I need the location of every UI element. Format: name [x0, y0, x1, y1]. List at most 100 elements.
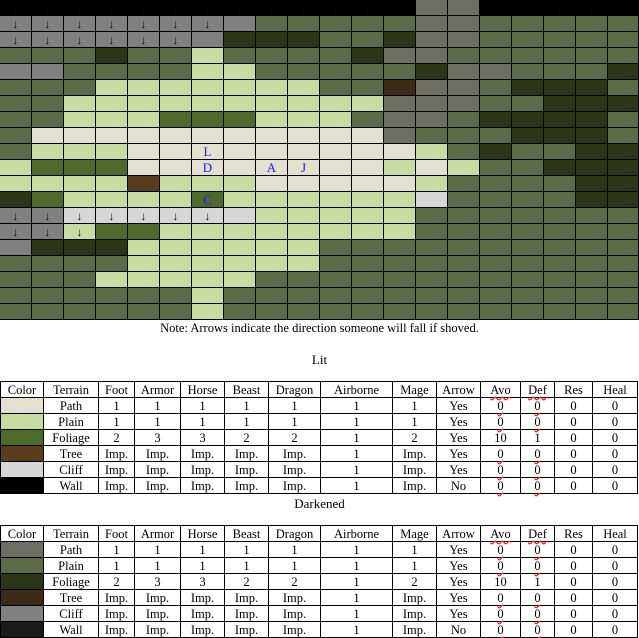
fall-arrow-icon: ↓: [140, 0, 147, 15]
map-tile: [160, 240, 192, 256]
fall-arrow-icon: ↓: [12, 32, 19, 47]
map-tile: [320, 304, 352, 320]
map-tile: [320, 128, 352, 144]
terrain-name: Cliff: [43, 461, 99, 478]
table-cell: Imp.: [224, 621, 269, 638]
map-tile: [448, 48, 480, 64]
map-tile: [96, 288, 128, 304]
map-tile: [512, 48, 544, 64]
map-tile: ↓: [64, 0, 96, 16]
table-cell: 0: [554, 461, 593, 478]
map-tile: [160, 256, 192, 272]
map-tile: [32, 144, 64, 160]
map-tile: [608, 256, 639, 272]
map-tile: [224, 288, 256, 304]
table-cell: 3: [180, 429, 225, 446]
table-cell: Yes: [436, 573, 481, 590]
map-tile: [320, 64, 352, 80]
map-tile: [448, 128, 480, 144]
table-cell: 1: [224, 541, 269, 558]
map-tile: [192, 32, 224, 48]
map-tile: [288, 64, 320, 80]
table-cell: Imp.: [268, 461, 321, 478]
table-cell: 1: [224, 557, 269, 574]
table-cell: 0: [520, 605, 555, 622]
table-cell: 0: [554, 429, 593, 446]
map-tile: [96, 144, 128, 160]
map-tile: [224, 256, 256, 272]
map-tile: ↓: [96, 16, 128, 32]
table-cell: Yes: [436, 541, 481, 558]
map-tile: [224, 96, 256, 112]
map-tile: [544, 240, 576, 256]
fall-arrow-icon: ↓: [588, 0, 595, 15]
column-header: Foot: [98, 525, 135, 542]
map-tile: [96, 64, 128, 80]
table-cell: 0: [480, 605, 521, 622]
map-tile: [416, 96, 448, 112]
table-cell: Imp.: [180, 605, 225, 622]
table-cell: 1: [320, 605, 393, 622]
map-tile: [576, 192, 608, 208]
table-cell: 0: [480, 477, 521, 494]
map-tile: ↓: [64, 224, 96, 240]
map-tile: [480, 16, 512, 32]
table-cell: Imp.: [268, 445, 321, 462]
table-cell: 1: [320, 445, 393, 462]
map-tile: [0, 160, 32, 176]
table-cell: 0: [520, 589, 555, 606]
map-tile: [256, 288, 288, 304]
table-row: Foliage 2 3 3 2 2 1 2 Yes 10 1 0 0: [0, 429, 638, 446]
table-cell: 0: [480, 461, 521, 478]
map-tile: [544, 224, 576, 240]
map-tile: ↓: [32, 32, 64, 48]
map-tile: [0, 256, 32, 272]
map-tile: [160, 96, 192, 112]
map-tile: [128, 80, 160, 96]
table-cell: 1: [320, 461, 393, 478]
map-tile: [320, 272, 352, 288]
map-tile: [512, 16, 544, 32]
column-header: Avo: [480, 381, 521, 398]
column-header: Terrain: [43, 381, 99, 398]
map-tile: ↓: [32, 224, 64, 240]
map-tile: [352, 64, 384, 80]
map-tile: [320, 160, 352, 176]
table-cell: 0: [554, 557, 593, 574]
map-tile: [224, 272, 256, 288]
map-tile: [576, 176, 608, 192]
map-tile: [0, 80, 32, 96]
map-tile: [32, 256, 64, 272]
table-cell: Imp.: [180, 477, 225, 494]
table-cell: Yes: [436, 461, 481, 478]
table-cell: 1: [320, 477, 393, 494]
map-tile: [608, 224, 639, 240]
map-tile: [608, 112, 639, 128]
column-header: Def: [520, 525, 555, 542]
map-tile: [384, 160, 416, 176]
map-tile: [480, 0, 512, 16]
table-cell: Imp.: [268, 477, 321, 494]
table-cell: 0: [554, 445, 593, 462]
table-row: Plain 1 1 1 1 1 1 1 Yes 0 0 0 0: [0, 413, 638, 430]
table-cell: 2: [268, 573, 321, 590]
map-tile: ↓: [128, 0, 160, 16]
terrain-name: Tree: [43, 445, 99, 462]
map-tile: [32, 64, 64, 80]
map-tile: [0, 96, 32, 112]
table-cell: 0: [554, 413, 593, 430]
column-header: Color: [0, 525, 44, 542]
map-tile: [256, 192, 288, 208]
fall-arrow-icon: ↓: [108, 32, 115, 47]
map-tile: [608, 32, 639, 48]
terrain-name: Foliage: [43, 573, 99, 590]
map-tile: ↓: [160, 208, 192, 224]
map-tile: [352, 48, 384, 64]
fall-arrow-icon: ↓: [140, 32, 147, 47]
fall-arrow-icon: ↓: [204, 208, 211, 223]
map-tile: [96, 224, 128, 240]
table-cell: Imp.: [392, 621, 437, 638]
fall-arrow-icon: ↓: [12, 224, 19, 239]
table-cell: 1: [520, 573, 555, 590]
table-cell: 2: [268, 429, 321, 446]
